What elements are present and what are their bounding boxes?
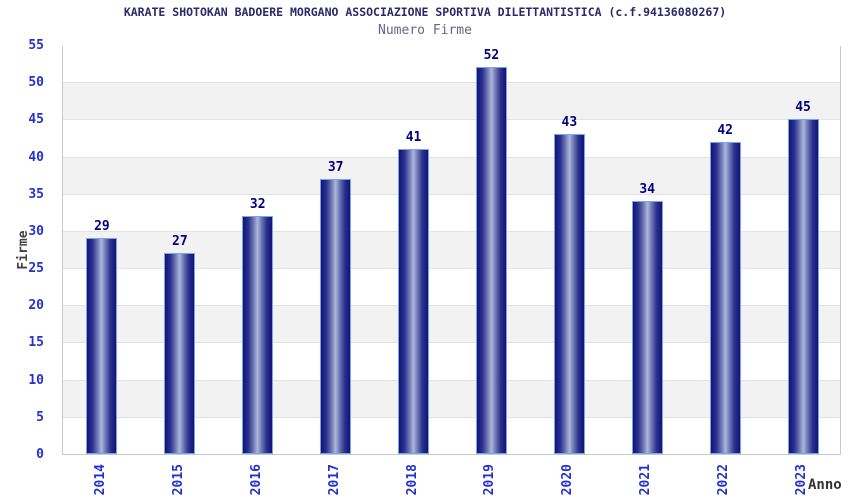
bar-value-label: 42 [717,122,733,138]
x-tick-label: 2021 [638,464,654,496]
y-tick-label: 15 [28,335,44,351]
y-tick-label: 10 [28,372,44,388]
bar-value-label: 52 [483,48,500,64]
grid-band [63,82,840,120]
bar [787,119,819,454]
y-tick-label: 20 [28,298,44,314]
bar-value-label: 41 [405,130,422,146]
x-tick-label: 2014 [92,464,108,496]
bar [164,253,196,454]
x-tick-label: 2017 [326,464,342,496]
x-tick-label: 2018 [404,464,420,496]
bar-value-label: 37 [327,159,344,175]
y-tick-label: 25 [28,261,44,277]
bar [631,201,663,454]
y-tick-label: 45 [28,112,44,128]
x-tick-label: 2022 [716,464,732,496]
chart-title: KARATE SHOTOKAN BADOERE MORGANO ASSOCIAZ… [123,5,727,19]
grid-band [63,45,840,83]
x-tick-label: 2015 [170,464,186,496]
x-tick-label: 2019 [482,464,498,496]
y-tick-label: 0 [36,447,44,462]
bar [475,67,507,454]
y-tick-label: 50 [28,75,44,91]
chart-subtitle: Numero Firme [378,23,472,38]
bar-value-label: 29 [94,219,110,235]
bar [398,149,430,454]
bar-value-label: 34 [639,182,656,198]
y-tick-label: 40 [28,149,44,165]
bar [709,141,741,454]
plot-area: 29 27 32 37 41 52 43 34 42 45 [62,45,841,455]
x-tick-label: 2020 [560,464,576,496]
bar-value-label: 32 [249,197,266,213]
bar [242,216,274,454]
bar [320,178,352,454]
y-tick-label: 30 [28,223,44,239]
bar-value-label: 27 [172,234,188,250]
bar-value-label: 43 [561,115,578,131]
y-tick-label: 55 [28,38,44,53]
bar-value-label: 45 [795,100,811,116]
bar [86,238,118,454]
x-axis-label: Anno [808,477,842,493]
bar [553,134,585,454]
x-tick-label: 2023 [794,464,810,496]
x-tick-label: 2016 [248,464,264,496]
y-tick-label: 35 [28,186,44,202]
y-tick-label: 5 [36,409,44,425]
